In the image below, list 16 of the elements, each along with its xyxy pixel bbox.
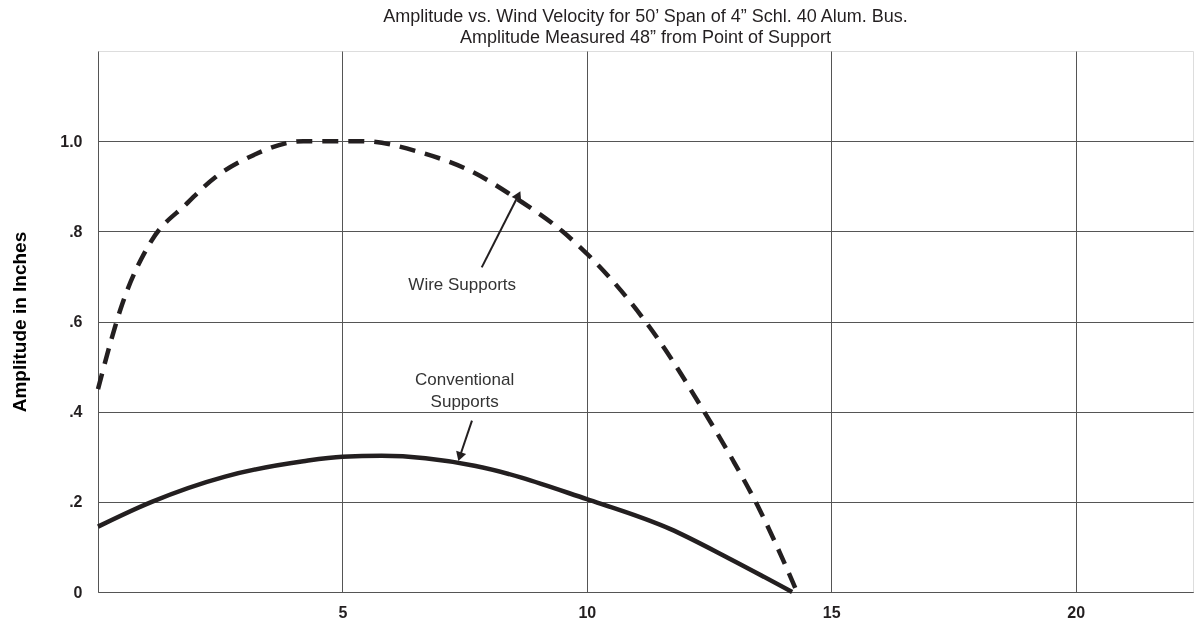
y-axis-title: Amplitude in Inches <box>9 231 31 413</box>
x-tick-label: 10 <box>578 603 597 621</box>
x-tick-label: 15 <box>822 603 841 621</box>
annotation: Wire Supports <box>408 275 517 295</box>
y-tick-label: 1.0 <box>60 132 83 150</box>
x-tick-label: 20 <box>1067 603 1086 621</box>
chart-subtitle: Amplitude Measured 48” from Point of Support <box>459 27 832 47</box>
y-tick-label: .2 <box>69 493 83 511</box>
y-tick-label: .4 <box>69 403 83 421</box>
y-tick-label: 0 <box>73 583 83 601</box>
line-series <box>95 453 795 595</box>
y-tick-label: .8 <box>69 222 83 240</box>
x-tick-label: 5 <box>338 603 348 621</box>
annotation: Conventional Supports <box>415 370 515 412</box>
chart-title: Amplitude vs. Wind Velocity for 50’ Span of 4” Schl. 40 Alum. Bus. <box>383 6 908 26</box>
y-tick-label: .6 <box>69 313 83 330</box>
